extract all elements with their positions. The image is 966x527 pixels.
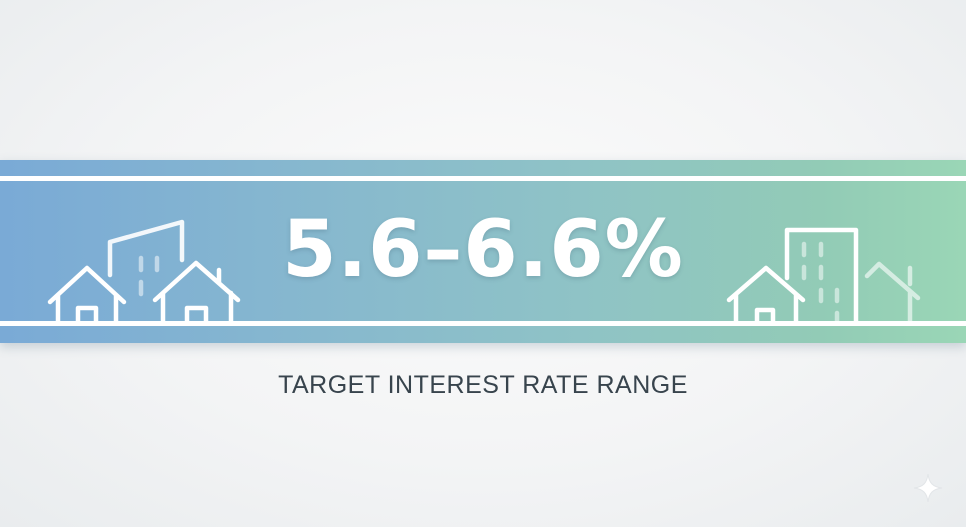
sparkle-icon <box>913 473 943 503</box>
interest-rate-value: 5.6–6.6% <box>282 205 684 295</box>
top-rule <box>0 176 966 181</box>
bottom-rule <box>0 321 966 326</box>
interest-rate-label: TARGET INTEREST RATE RANGE <box>278 371 688 399</box>
houses-building-icon <box>47 219 921 326</box>
